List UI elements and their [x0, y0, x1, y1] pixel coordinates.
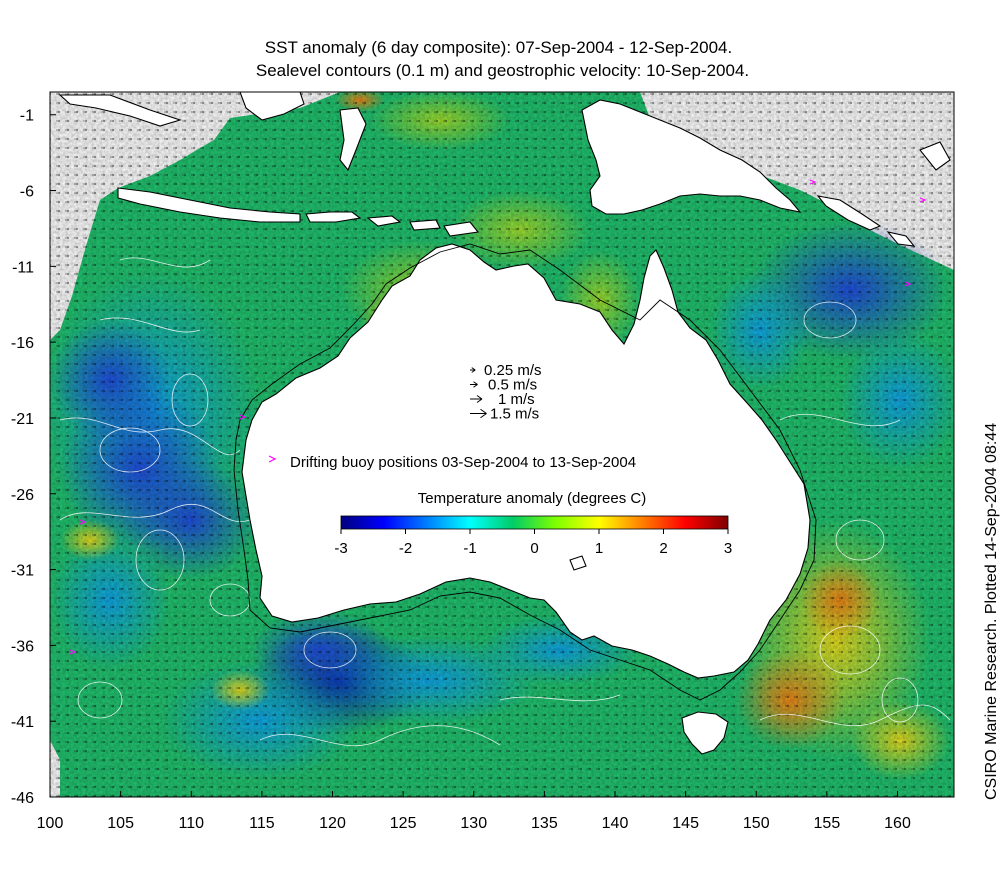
x-tick-label: 115: [249, 815, 275, 832]
colorbar-tick-label: -3: [334, 540, 347, 557]
x-tick-label: 120: [319, 815, 346, 832]
y-tick-label: -31: [11, 563, 34, 580]
x-tick-label: 110: [178, 815, 204, 832]
credit-label: CSIRO Marine Research. Plotted 14-Sep-20…: [983, 422, 1000, 800]
velocity-key-arrow: [470, 408, 487, 419]
x-tick-label: 145: [672, 815, 699, 832]
plot-frame: [49, 91, 955, 798]
colorbar-title: Temperature anomaly (degrees C): [418, 490, 646, 507]
y-tick-label: -1: [20, 108, 34, 125]
velocity-key: 0.25 m/s0.5 m/s1 m/s1.5 m/s: [470, 362, 542, 423]
x-tick-label: 140: [602, 815, 629, 832]
chart-subtitle: Sealevel contours (0.1 m) and geostrophi…: [255, 61, 750, 80]
y-tick-label: -6: [20, 184, 34, 201]
y-axis: -1 -6 -11 -16 -21 -26 -31 -36 -41 -46: [11, 108, 56, 807]
buoy-markers: [69, 179, 927, 655]
velocity-key-arrow: [470, 381, 478, 388]
velocity-key-label: 0.25 m/s: [484, 362, 542, 379]
buoy-legend-symbol: [268, 455, 277, 463]
colorbar-tick-label: -2: [399, 540, 412, 557]
colorbar-gradient: [340, 515, 729, 530]
x-tick-label: 160: [884, 815, 911, 832]
colorbar-tick-label: -1: [463, 540, 476, 557]
tasmania-land: [681, 711, 729, 755]
y-tick-label: -46: [11, 790, 34, 807]
x-tick-label: 130: [460, 815, 487, 832]
colorbar-tick-label: 2: [659, 540, 667, 557]
y-tick-label: -16: [11, 335, 34, 352]
colorbar: Temperature anomaly (degrees C) -3 -2 -1 0 1…: [334, 490, 732, 557]
x-tick-label: 135: [531, 815, 558, 832]
y-tick-label: -41: [11, 714, 34, 731]
velocity-key-arrow: [470, 395, 483, 403]
x-tick-label: 105: [107, 815, 134, 832]
australia-land: [241, 243, 811, 679]
java-land: [117, 187, 301, 223]
colorbar-tick-label: 0: [530, 540, 538, 557]
x-tick-label: 150: [743, 815, 770, 832]
x-tick-label: 125: [390, 815, 417, 832]
chart-title: SST anomaly (6 day composite): 07-Sep-20…: [264, 38, 733, 57]
velocity-key-label: 1 m/s: [498, 391, 535, 408]
y-tick-label: -21: [11, 411, 34, 428]
land: [58, 91, 951, 755]
velocity-key-label: 1.5 m/s: [490, 406, 539, 423]
colorbar-tick-label: 1: [595, 540, 603, 557]
buoy-legend-label: Drifting buoy positions 03-Sep-2004 to 1…: [290, 454, 636, 471]
x-tick-label: 155: [814, 815, 841, 832]
velocity-key-label: 0.5 m/s: [488, 377, 537, 394]
y-tick-label: -26: [11, 487, 34, 504]
new-guinea-land: [581, 99, 802, 215]
x-axis: 100 105 110 115 120 125 130 135 140 145 150 155 160: [37, 791, 911, 832]
colorbar-tick-label: 3: [724, 540, 732, 557]
buoy-legend: Drifting buoy positions 03-Sep-2004 to 1…: [268, 454, 636, 471]
sealevel-contours: [59, 257, 951, 747]
colorbar-ticks: -3 -2 -1 0 1 2 3: [334, 529, 732, 557]
x-tick-label: 100: [37, 815, 64, 832]
velocity-key-arrow: [470, 367, 476, 373]
shelf-contour: [233, 243, 817, 701]
y-tick-label: -36: [11, 638, 34, 655]
y-tick-label: -11: [12, 259, 34, 276]
